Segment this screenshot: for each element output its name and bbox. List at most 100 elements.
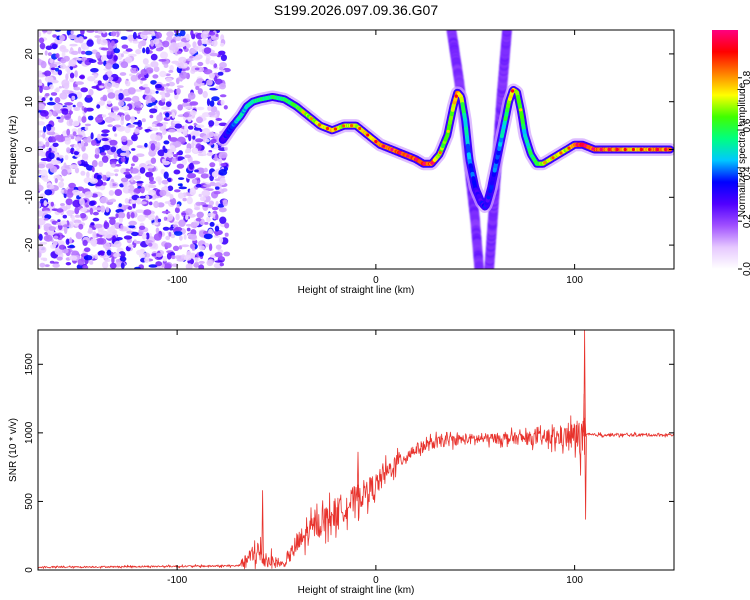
noise-blob bbox=[94, 147, 100, 155]
noise-blob bbox=[153, 200, 160, 209]
noise-blob bbox=[63, 189, 68, 194]
ridge-peak bbox=[317, 123, 321, 127]
noise-blob bbox=[74, 222, 80, 227]
noise-blob bbox=[195, 138, 204, 143]
noise-blob bbox=[86, 30, 95, 33]
noise-blob bbox=[120, 157, 126, 163]
noise-blob bbox=[168, 81, 175, 87]
noise-blob bbox=[66, 191, 74, 198]
noise-blob bbox=[175, 36, 182, 42]
noise-blob bbox=[38, 58, 42, 66]
noise-blob bbox=[140, 77, 147, 81]
noise-blob bbox=[120, 152, 128, 157]
noise-region bbox=[38, 30, 231, 269]
noise-blob bbox=[56, 256, 63, 261]
ridge-peak bbox=[398, 151, 402, 155]
noise-blob bbox=[173, 154, 178, 158]
noise-blob bbox=[63, 226, 68, 234]
noise-blob bbox=[99, 85, 104, 89]
noise-blob bbox=[150, 127, 159, 131]
ridge-peak bbox=[631, 147, 636, 152]
colorbar-bar bbox=[712, 30, 738, 269]
noise-blob bbox=[138, 225, 146, 230]
noise-blob bbox=[61, 169, 68, 177]
noise-blob bbox=[147, 242, 153, 247]
ridge-peak bbox=[607, 147, 611, 152]
noise-blob bbox=[87, 115, 94, 121]
noise-blob bbox=[50, 67, 57, 71]
noise-blob bbox=[148, 201, 153, 206]
noise-blob bbox=[41, 97, 46, 102]
noise-blob bbox=[173, 30, 180, 34]
noise-blob bbox=[44, 264, 50, 267]
noise-blob bbox=[38, 131, 42, 138]
noise-blob bbox=[109, 139, 118, 146]
noise-blob bbox=[190, 30, 194, 37]
noise-blob bbox=[80, 207, 88, 213]
noise-blob bbox=[84, 126, 89, 131]
noise-blob bbox=[107, 112, 117, 116]
noise-blob bbox=[91, 85, 101, 89]
noise-blob bbox=[140, 31, 150, 36]
noise-blob bbox=[179, 235, 183, 241]
noise-blob bbox=[117, 261, 121, 266]
noise-blob bbox=[97, 227, 104, 232]
noise-blob bbox=[218, 151, 228, 159]
noise-blob bbox=[165, 235, 171, 241]
noise-blob bbox=[49, 185, 55, 190]
noise-blob bbox=[49, 97, 53, 101]
noise-blob bbox=[130, 212, 135, 219]
noise-blob bbox=[68, 182, 76, 189]
noise-blob bbox=[66, 128, 71, 136]
noise-blob bbox=[165, 112, 170, 118]
noise-blob bbox=[120, 61, 129, 69]
snr-ytick-label: 500 bbox=[24, 493, 35, 510]
ridge-peak bbox=[664, 147, 668, 152]
noise-blob bbox=[83, 247, 91, 252]
noise-blob bbox=[173, 169, 181, 175]
noise-blob bbox=[100, 152, 107, 156]
noise-blob bbox=[115, 163, 122, 167]
noise-blob bbox=[120, 53, 124, 58]
noise-blob bbox=[218, 207, 227, 213]
ridge-peak bbox=[390, 147, 394, 152]
noise-blob bbox=[119, 227, 128, 232]
noise-blob bbox=[155, 90, 159, 94]
noise-blob bbox=[44, 137, 50, 142]
noise-blob bbox=[87, 136, 92, 143]
noise-blob bbox=[215, 118, 223, 121]
noise-blob bbox=[66, 147, 71, 154]
noise-blob bbox=[38, 70, 43, 78]
noise-blob bbox=[173, 230, 183, 236]
noise-blob bbox=[127, 124, 135, 128]
noise-blob bbox=[106, 100, 112, 105]
noise-blob bbox=[97, 192, 103, 197]
noise-blob bbox=[176, 151, 181, 156]
noise-blob bbox=[49, 63, 58, 68]
noise-blob bbox=[112, 107, 120, 111]
noise-blob bbox=[88, 59, 97, 63]
noise-blob bbox=[131, 134, 138, 142]
noise-blob bbox=[52, 110, 57, 117]
noise-blob bbox=[42, 210, 51, 214]
noise-blob bbox=[75, 81, 84, 85]
noise-blob bbox=[48, 226, 56, 231]
noise-blob bbox=[84, 95, 93, 103]
noise-blob bbox=[169, 197, 177, 206]
noise-blob bbox=[224, 146, 228, 151]
snr-xtick-label: 0 bbox=[373, 575, 379, 586]
noise-blob bbox=[189, 243, 196, 249]
noise-blob bbox=[92, 217, 100, 222]
noise-blob bbox=[193, 262, 200, 268]
noise-blob bbox=[163, 263, 172, 269]
noise-blob bbox=[64, 154, 69, 161]
noise-blob bbox=[209, 181, 216, 187]
noise-blob bbox=[142, 47, 146, 54]
spectrogram-ylabel: Frequency (Hz) bbox=[8, 116, 19, 185]
ridge-peak bbox=[301, 110, 305, 114]
noise-blob bbox=[123, 171, 131, 175]
noise-blob bbox=[200, 173, 209, 179]
